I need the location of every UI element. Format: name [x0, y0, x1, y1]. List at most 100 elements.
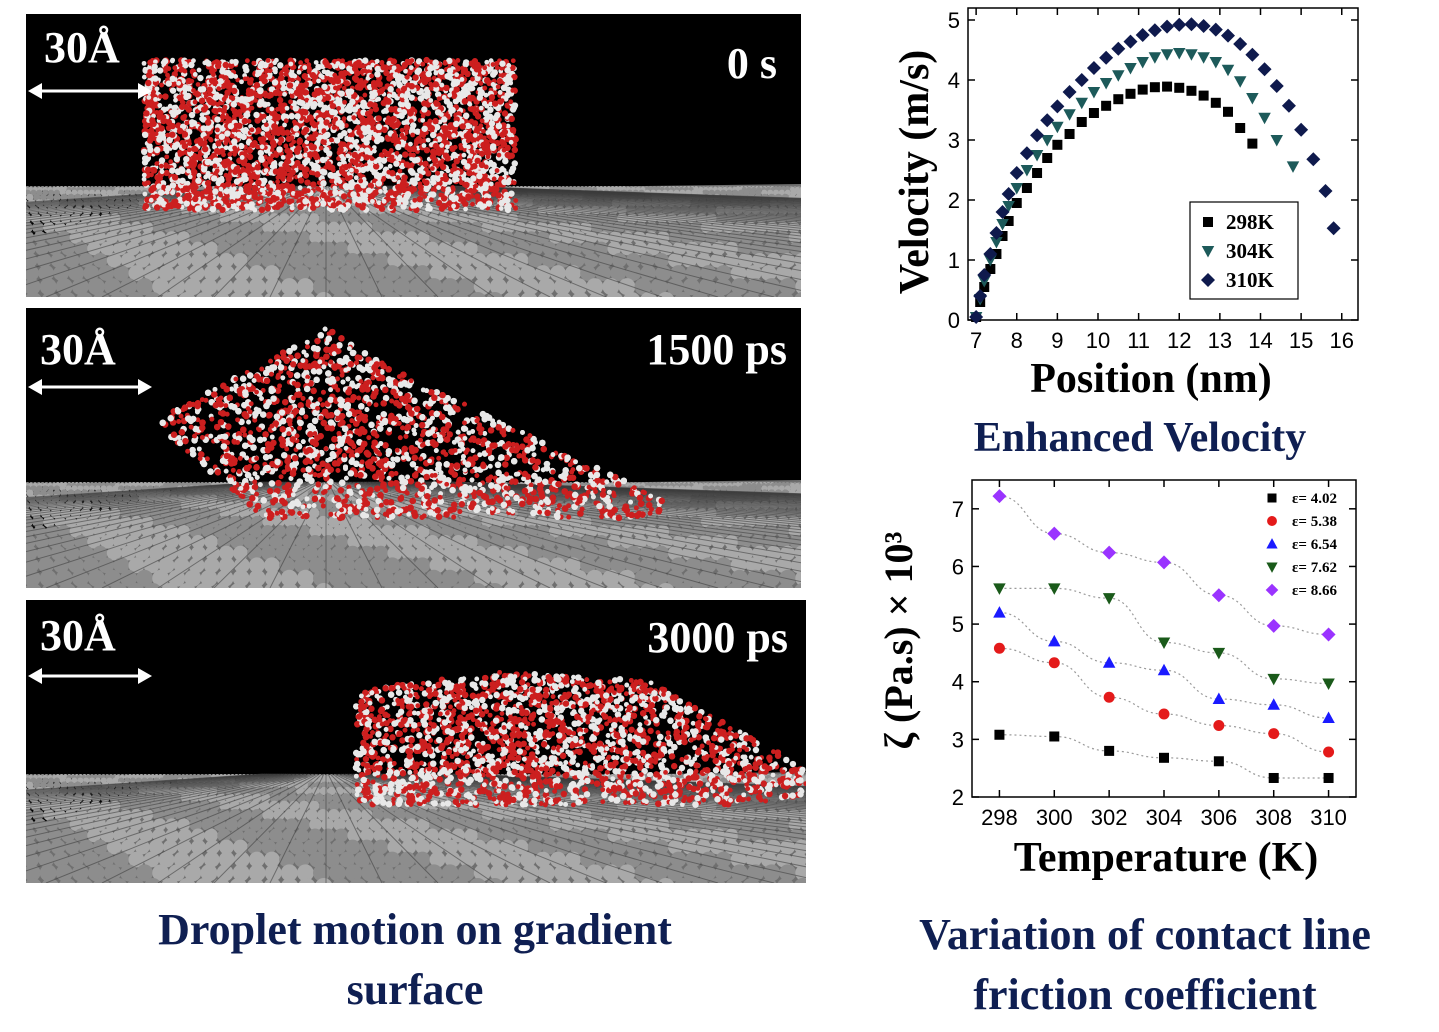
snapshot-panel-3000ps: 30Å 3000 ps: [26, 600, 806, 883]
legend-marker: [1267, 516, 1277, 526]
data-point: [1213, 720, 1225, 732]
y-tick-label: 4: [948, 68, 960, 93]
legend-marker: [1266, 562, 1278, 573]
scale-arrow-icon: [28, 379, 152, 395]
x-tick-label: 298: [981, 805, 1018, 830]
data-point: [1102, 545, 1117, 560]
data-point: [1173, 48, 1186, 60]
data-point: [1136, 57, 1149, 69]
data-point: [1235, 123, 1246, 133]
data-point: [1101, 100, 1112, 111]
time-label: 3000 ps: [647, 613, 788, 662]
data-point: [993, 642, 1005, 654]
data-point: [1160, 19, 1175, 34]
data-point: [1147, 23, 1162, 38]
friction-caption-line-2: friction coefficient: [973, 970, 1317, 1019]
legend-marker: [1267, 493, 1277, 503]
data-point: [1125, 88, 1136, 99]
data-point: [1198, 90, 1209, 101]
x-tick-label: 7: [970, 328, 982, 353]
data-point: [1049, 731, 1060, 742]
data-point: [994, 729, 1005, 740]
data-point: [1247, 138, 1258, 149]
x-tick-label: 8: [1011, 328, 1023, 353]
data-point: [1186, 85, 1197, 96]
x-tick-label: 10: [1086, 328, 1110, 353]
data-point: [1157, 555, 1171, 570]
data-point: [997, 231, 1008, 241]
x-tick-label: 13: [1208, 328, 1232, 353]
data-point: [1258, 112, 1271, 125]
scale-label: 30Å: [40, 611, 116, 660]
left-caption-line-2: surface: [346, 965, 484, 1014]
data-point: [1174, 82, 1185, 93]
y-tick-label: 2: [952, 785, 964, 810]
y-tick-label: 0: [948, 308, 960, 333]
data-point: [1137, 84, 1148, 95]
data-point: [1270, 135, 1283, 147]
y-tick-label: 1: [948, 248, 960, 273]
data-point: [1123, 34, 1138, 49]
data-point: [1001, 187, 1016, 201]
data-point: [993, 583, 1006, 595]
data-point: [1042, 153, 1053, 163]
data-point: [1269, 79, 1284, 93]
data-point: [1172, 17, 1187, 32]
legend-label: ε= 6.54: [1292, 537, 1337, 553]
data-point: [1011, 198, 1022, 208]
data-point: [1157, 663, 1171, 676]
data-point: [1149, 82, 1160, 93]
data-point: [1323, 746, 1335, 758]
friction-caption-line-1: Variation of contact line: [919, 910, 1371, 959]
data-point: [1040, 135, 1054, 147]
y-tick-label: 7: [952, 497, 964, 522]
data-point: [1087, 87, 1101, 99]
left-caption: Droplet motion on gradient surface: [60, 900, 770, 1020]
snapshot-render: [26, 669, 806, 883]
y-axis-label: Velocity (m/s): [892, 50, 938, 295]
data-point: [1048, 634, 1061, 647]
x-tick-label: 310: [1310, 805, 1347, 830]
data-point: [1210, 97, 1221, 108]
data-point: [1159, 752, 1169, 763]
y-tick-label: 6: [952, 554, 964, 579]
data-point: [1162, 81, 1173, 92]
snapshot-panel-1500ps: 30Å 1500 ps: [26, 308, 801, 588]
data-point: [1104, 745, 1115, 756]
data-point: [1233, 37, 1248, 51]
data-point: [1322, 678, 1335, 690]
data-point: [1048, 583, 1061, 595]
data-point: [1002, 201, 1015, 213]
data-point: [1124, 63, 1137, 75]
data-point: [969, 310, 984, 324]
data-point: [1223, 106, 1233, 117]
x-tick-label: 304: [1146, 805, 1183, 830]
data-point: [1047, 526, 1062, 541]
data-point: [1064, 129, 1075, 139]
legend-marker: [1201, 246, 1215, 258]
data-point: [1112, 70, 1125, 82]
legend-label: ε= 7.62: [1292, 560, 1337, 576]
data-point: [1208, 22, 1223, 37]
data-point: [1040, 113, 1055, 128]
data-point: [977, 268, 992, 282]
data-point: [992, 489, 1007, 504]
data-point: [1221, 28, 1235, 43]
data-point: [1076, 117, 1087, 127]
data-point: [1266, 618, 1281, 633]
data-point: [1099, 78, 1113, 90]
data-point: [1212, 692, 1226, 705]
data-point: [1103, 691, 1115, 703]
data-point: [1111, 41, 1126, 56]
y-tick-label: 4: [952, 670, 964, 695]
snapshot-render: [26, 56, 801, 297]
data-point: [1211, 588, 1226, 603]
scale-label: 30Å: [44, 23, 120, 72]
data-point: [995, 205, 1010, 219]
data-point: [1086, 61, 1101, 75]
x-tick-label: 308: [1255, 805, 1292, 830]
data-point: [1185, 49, 1198, 61]
data-point: [1052, 139, 1063, 150]
data-point: [1321, 627, 1336, 642]
